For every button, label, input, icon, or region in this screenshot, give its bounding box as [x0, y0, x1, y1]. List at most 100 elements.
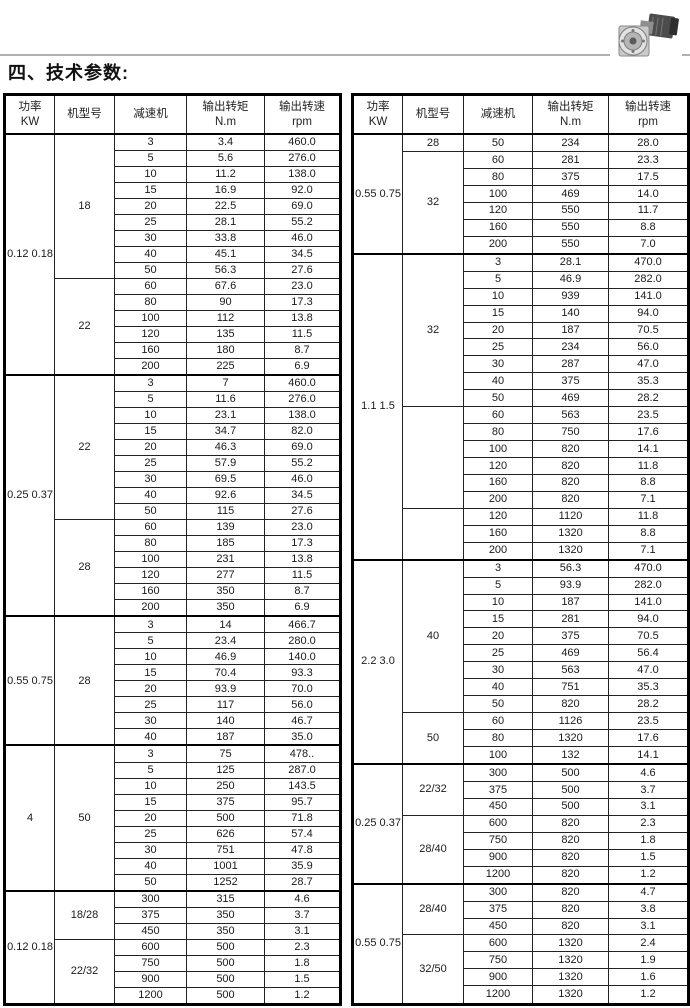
ratio-cell: 80 [463, 423, 533, 441]
torque-cell: 500 [186, 938, 265, 956]
torque-cell: 820 [532, 439, 609, 458]
ratio-cell: 750 [463, 951, 533, 970]
torque-cell: 1320 [532, 524, 609, 543]
torque-cell: 751 [186, 841, 265, 859]
table-row: 200 1320 7.1 [353, 541, 689, 561]
ratio-cell: 20 [114, 680, 187, 698]
table-row: 120 1120 11.8 [353, 507, 689, 561]
torque-cell: 92.6 [186, 487, 265, 505]
torque-cell: 28.1 [186, 214, 265, 232]
torque-cell: 820 [532, 456, 609, 475]
ratio-cell: 5 [114, 150, 187, 168]
ratio-cell: 80 [114, 294, 187, 312]
ratio-cell: 120 [463, 456, 533, 475]
torque-cell: 820 [532, 900, 609, 919]
page-title: 四、技术参数: [8, 63, 129, 83]
speed-cell: 1.2 [264, 986, 341, 1006]
torque-cell: 820 [532, 882, 609, 902]
ratio-cell: 60 [463, 711, 533, 730]
torque-cell: 187 [186, 728, 265, 746]
table-row: 750 1320 1.9 [353, 951, 689, 970]
speed-cell: 8.7 [264, 583, 341, 601]
ratio-cell: 60 [114, 278, 187, 296]
table-row: 0.55 0.75 28/40 300 820 4.7 [352, 882, 689, 1005]
left-params-table: 功率 KW 机型号 减速机 输出转矩 N.m 输出转速 rpm 0.12 0.18 18 3 3.4 4… [3, 93, 342, 1006]
ratio-cell: 10 [114, 648, 187, 666]
ratio-cell: 40 [463, 678, 533, 697]
table-row: 30 287 47.0 [353, 355, 689, 374]
ratio-cell: 120 [463, 507, 533, 526]
table-row: 30 563 47.0 [353, 661, 689, 680]
ratio-cell: 100 [463, 745, 533, 765]
speed-cell: 1.8 [608, 831, 689, 850]
column-header: 功率 KW [4, 94, 55, 135]
table-row: 30 69.5 46.0 [5, 471, 341, 489]
ratio-cell: 25 [114, 214, 187, 232]
torque-cell: 90 [186, 294, 265, 312]
torque-cell: 820 [532, 814, 609, 833]
table-row: 15 70.4 93.3 [5, 664, 341, 682]
ratio-cell: 300 [463, 762, 533, 782]
speed-cell: 8.8 [608, 473, 689, 492]
table-row: 40 751 35.3 [353, 678, 689, 697]
speed-cell: 47.0 [608, 661, 689, 680]
torque-cell: 1320 [532, 728, 609, 747]
torque-cell: 375 [532, 372, 609, 391]
table-row: 900 820 1.5 [353, 848, 689, 867]
speed-cell: 23.5 [608, 711, 689, 730]
torque-cell: 115 [186, 503, 265, 521]
model-cell: 32 [402, 151, 464, 255]
table-row: 0.55 0.75 28 3 14 466.7 [4, 615, 341, 746]
ratio-cell: 200 [114, 599, 187, 617]
table-row: 160 550 8.8 [353, 218, 689, 237]
table-row: 10 187 141.0 [353, 593, 689, 612]
ratio-cell: 60 [114, 519, 187, 537]
ratio-cell: 3 [114, 615, 187, 634]
ratio-cell: 200 [463, 490, 533, 509]
model-cell: 28/40 [402, 814, 464, 885]
speed-cell: 28.7 [264, 873, 341, 892]
speed-cell: 276.0 [264, 150, 341, 168]
column-header: 机型号 [402, 94, 464, 135]
ratio-cell: 15 [463, 304, 533, 323]
ratio-cell: 50 [114, 873, 187, 892]
torque-cell: 180 [186, 342, 265, 360]
torque-cell: 350 [186, 599, 265, 617]
ratio-cell: 30 [463, 355, 533, 374]
speed-cell: 2.4 [608, 934, 689, 953]
speed-cell: 460.0 [264, 374, 341, 393]
speed-cell: 34.5 [264, 246, 341, 264]
speed-cell: 6.9 [264, 599, 341, 617]
ratio-cell: 40 [463, 372, 533, 391]
torque-cell: 469 [532, 184, 609, 203]
torque-cell: 277 [186, 567, 265, 585]
ratio-cell: 30 [463, 661, 533, 680]
table-row: 5 93.9 282.0 [353, 576, 689, 595]
model-cell [402, 406, 464, 509]
torque-cell: 820 [532, 865, 609, 885]
power-cell: 0.55 0.75 [352, 882, 403, 1005]
speed-cell: 69.0 [264, 198, 341, 216]
ratio-cell: 25 [463, 644, 533, 663]
torque-cell: 3.4 [186, 133, 265, 152]
speed-cell: 141.0 [608, 287, 689, 306]
speed-cell: 282.0 [608, 270, 689, 289]
torque-cell: 70.4 [186, 664, 265, 682]
ratio-cell: 50 [463, 695, 533, 713]
speed-cell: 1.6 [608, 968, 689, 987]
speed-cell: 11.5 [264, 567, 341, 585]
torque-cell: 375 [532, 627, 609, 646]
table-row: 5 46.9 282.0 [353, 270, 689, 289]
speed-cell: 46.0 [264, 230, 341, 248]
model-cell: 28 [402, 133, 464, 153]
table-row: 10 939 141.0 [353, 287, 689, 306]
ratio-cell: 750 [463, 831, 533, 850]
ratio-cell: 25 [463, 338, 533, 357]
ratio-cell: 375 [463, 780, 533, 799]
torque-cell: 140 [532, 304, 609, 323]
ratio-cell: 5 [463, 576, 533, 595]
speed-cell: 56.0 [264, 696, 341, 714]
speed-cell: 3.1 [264, 922, 341, 940]
ratio-cell: 450 [463, 917, 533, 936]
ratio-cell: 450 [463, 797, 533, 816]
